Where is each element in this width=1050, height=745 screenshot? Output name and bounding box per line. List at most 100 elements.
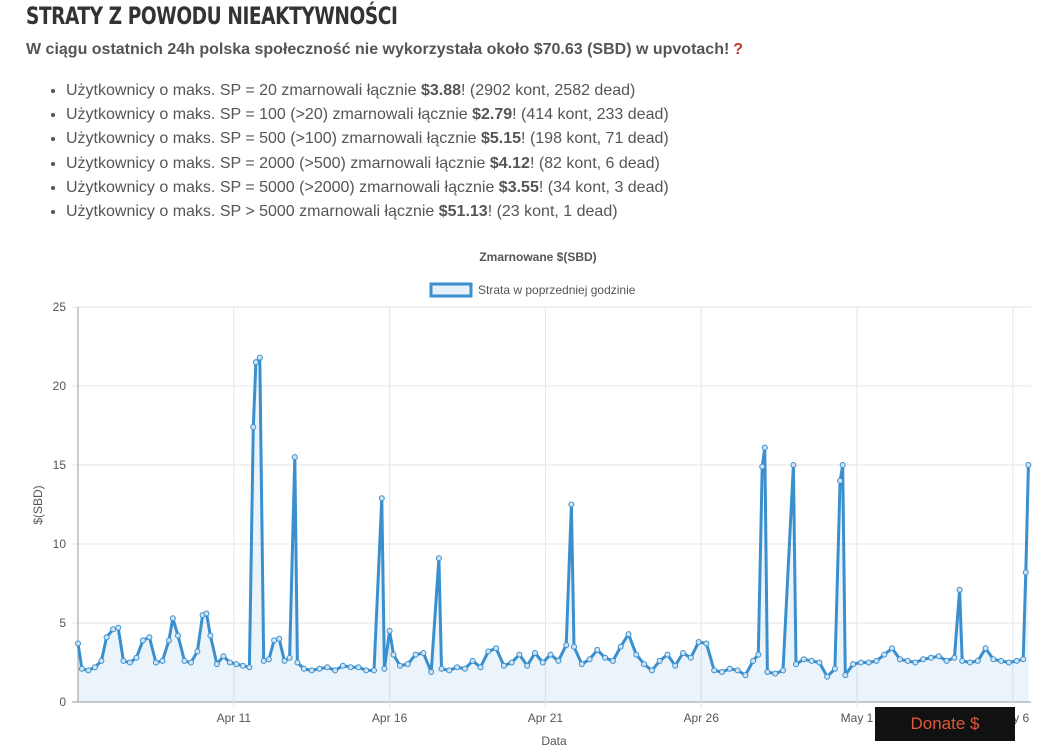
data-point	[750, 657, 757, 664]
y-tick-label: 15	[53, 458, 67, 472]
data-point	[139, 637, 146, 644]
data-point	[435, 555, 442, 562]
data-point	[281, 657, 288, 664]
data-point	[203, 610, 210, 617]
data-point	[386, 627, 393, 634]
data-point	[695, 639, 702, 645]
data-point	[371, 667, 377, 674]
y-tick-label: 0	[59, 695, 66, 709]
data-point	[516, 651, 523, 658]
data-point	[726, 665, 733, 672]
data-point	[126, 659, 133, 666]
data-point	[103, 634, 110, 641]
data-point	[412, 651, 419, 658]
stat-amount: $51.13	[438, 203, 488, 221]
data-point	[110, 626, 117, 633]
data-point	[446, 667, 453, 674]
data-point	[300, 665, 307, 672]
stat-amount: $5.15	[481, 130, 522, 148]
data-point	[381, 665, 388, 672]
data-point	[563, 642, 570, 649]
data-point	[260, 657, 267, 664]
data-point	[602, 654, 609, 661]
data-point	[165, 637, 172, 644]
data-point	[188, 659, 194, 666]
data-point	[332, 667, 339, 674]
data-point	[998, 657, 1005, 664]
data-point	[800, 656, 807, 663]
data-point	[207, 632, 214, 639]
summary-label: W ciągu ostatnich 24h polska społeczność…	[26, 41, 730, 58]
list-item: Użytkownicy o maks. SP = 500 (>100) zmar…	[66, 127, 669, 151]
data-point	[1022, 569, 1029, 576]
data-point	[133, 654, 140, 661]
data-point	[524, 662, 531, 669]
stat-detail: ! (23 kont, 1 dead)	[487, 203, 618, 221]
list-item: Użytkownicy o maks. SP = 100 (>20) zmarn…	[66, 103, 669, 127]
data-point	[115, 624, 122, 631]
data-point	[404, 661, 411, 668]
data-point	[912, 659, 919, 666]
data-point	[146, 634, 153, 641]
data-point	[477, 664, 484, 671]
data-point	[656, 657, 663, 664]
data-point	[951, 654, 958, 661]
data-point	[1013, 657, 1020, 664]
data-point	[239, 662, 246, 669]
stat-detail: ! (414 kont, 233 dead)	[512, 106, 669, 124]
data-point	[881, 651, 888, 658]
data-point	[664, 651, 671, 658]
data-point	[617, 643, 624, 650]
data-point	[194, 648, 201, 655]
data-point	[324, 664, 331, 671]
data-point	[339, 662, 346, 669]
x-tick-label: Apr 11	[217, 711, 252, 725]
data-point	[680, 650, 686, 656]
list-item: Użytkownicy o maks. SP = 2000 (>500) zma…	[66, 152, 669, 176]
x-tick-label: Apr 21	[528, 711, 564, 725]
data-point	[98, 657, 105, 664]
y-tick-label: 25	[53, 300, 67, 314]
stat-detail: ! (2902 kont, 2582 dead)	[461, 82, 636, 99]
data-point	[873, 657, 880, 664]
list-item: Użytkownicy o maks. SP = 20 zmarnowali ł…	[66, 79, 669, 103]
summary-text: W ciągu ostatnich 24h polska społeczność…	[26, 41, 743, 59]
data-point	[967, 659, 973, 666]
y-tick-label: 5	[59, 616, 66, 630]
chart-title: Zmarnowane $(SBD)	[479, 250, 596, 264]
data-point	[91, 664, 98, 671]
stat-amount: $3.55	[498, 178, 539, 196]
stat-text: Użytkownicy o maks. SP = 500 (>100) zmar…	[66, 130, 481, 148]
chart-legend[interactable]: Strata w poprzedniej godzinie	[429, 282, 636, 298]
stats-list: Użytkownicy o maks. SP = 20 zmarnowali ł…	[26, 79, 669, 224]
data-point	[755, 651, 762, 658]
data-point	[641, 661, 648, 668]
question-mark-icon[interactable]: ?	[733, 41, 744, 58]
data-point	[850, 661, 857, 668]
data-point	[213, 661, 220, 668]
data-point	[837, 477, 844, 484]
data-point	[672, 662, 679, 669]
data-point	[633, 651, 640, 658]
data-point	[500, 662, 507, 669]
data-point	[256, 354, 263, 361]
data-point	[625, 631, 632, 638]
data-point	[990, 656, 997, 663]
data-point	[363, 667, 370, 674]
data-point	[648, 667, 655, 674]
stat-text: Użytkownicy o maks. SP = 100 (>20) zmarn…	[66, 106, 473, 124]
data-point	[233, 661, 240, 668]
legend-label: Strata w poprzedniej godzinie	[478, 283, 636, 297]
data-point	[956, 586, 963, 593]
donate-button[interactable]: Donate $	[875, 707, 1015, 741]
loss-line-chart: Zmarnowane $(SBD) Strata w poprzedniej g…	[31, 250, 1032, 745]
data-point	[555, 657, 562, 664]
data-point	[742, 672, 749, 679]
data-point	[1025, 462, 1032, 468]
series-area	[78, 357, 1029, 702]
data-point	[378, 495, 385, 502]
data-point	[761, 444, 768, 451]
data-point	[252, 359, 259, 366]
data-point	[959, 657, 966, 664]
data-point	[772, 670, 779, 677]
